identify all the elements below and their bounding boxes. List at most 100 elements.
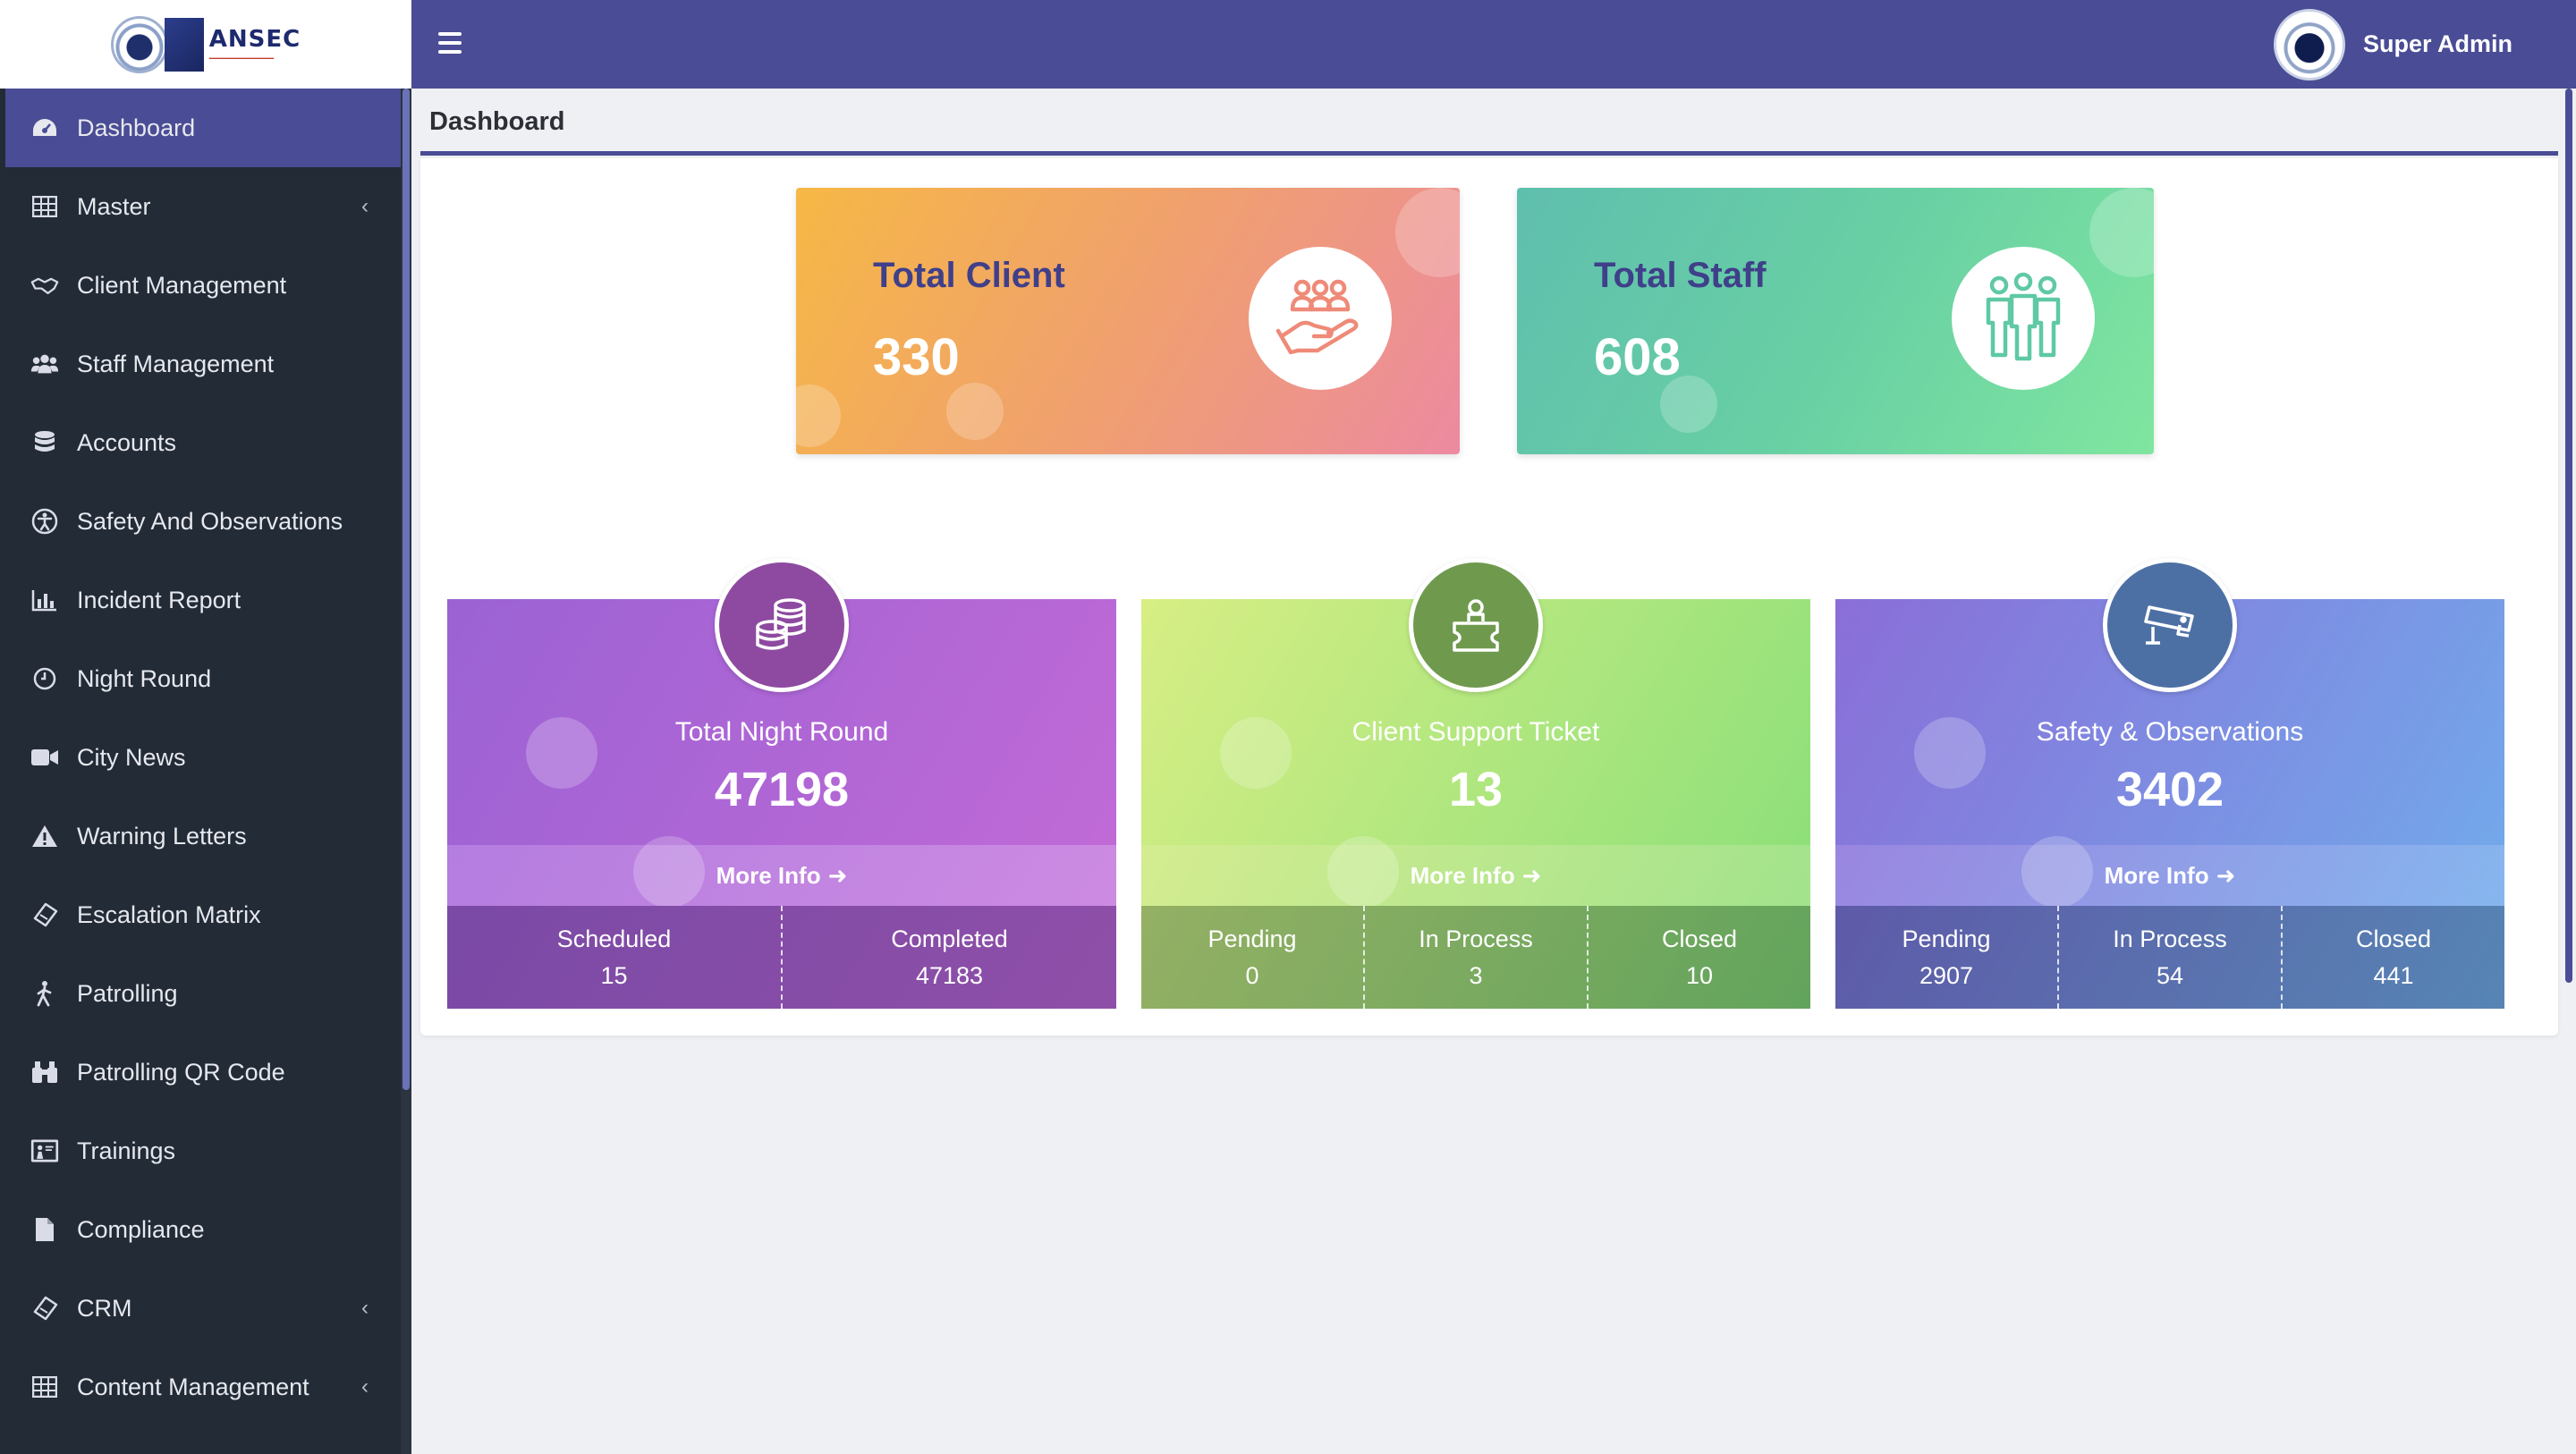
sidebar-item-dashboard[interactable]: Dashboard bbox=[5, 89, 411, 167]
sidebar-item-city-news[interactable]: City News bbox=[0, 718, 401, 797]
sidebar-item-client-management[interactable]: Client Management bbox=[0, 246, 401, 325]
card-value: 13 bbox=[1448, 763, 1504, 816]
stat-value: 608 bbox=[1594, 328, 1681, 386]
video-camera-icon bbox=[30, 743, 59, 772]
page-header: Dashboard bbox=[420, 100, 2558, 156]
sidebar-scroll-thumb[interactable] bbox=[402, 89, 410, 1090]
breakdown-completed: Completed 47183 bbox=[781, 906, 1116, 1009]
breakdown-value: 3 bbox=[1469, 961, 1483, 989]
decor-bubble bbox=[1220, 717, 1292, 789]
total-staff-card[interactable]: Total Staff 608 bbox=[1517, 188, 2154, 454]
sidebar-item-label: CRM bbox=[77, 1294, 132, 1322]
breakdown-value: 10 bbox=[1685, 961, 1714, 989]
coins-icon bbox=[715, 558, 849, 692]
walking-icon bbox=[30, 979, 59, 1008]
breakdown-label: Scheduled bbox=[556, 925, 672, 952]
sidebar-item-master[interactable]: Master ‹ bbox=[0, 167, 401, 246]
arrow-right-icon: ➜ bbox=[1521, 861, 1542, 889]
breakdown-label: Pending bbox=[1902, 925, 1991, 952]
decor-bubble bbox=[946, 383, 1004, 440]
more-info-link[interactable]: More Info ➜ bbox=[1141, 836, 1810, 908]
breakdown-scheduled: Scheduled 15 bbox=[447, 906, 781, 1009]
sidebar-nav: Dashboard Master ‹ Client Management Sta… bbox=[0, 89, 411, 1426]
card-body: Client Support Ticket 13 bbox=[1141, 599, 1810, 845]
avatar[interactable] bbox=[2274, 9, 2345, 80]
sidebar-item-incident-report[interactable]: Incident Report bbox=[0, 561, 401, 639]
decor-bubble bbox=[1327, 836, 1399, 908]
sidebar-scrollbar[interactable] bbox=[401, 89, 411, 1454]
arrow-right-icon: ➜ bbox=[2216, 861, 2236, 889]
breakdown-pending: Pending 2907 bbox=[1835, 906, 2057, 1009]
sidebar-item-label: Escalation Matrix bbox=[77, 900, 261, 928]
card-breakdown: Pending 0 In Process 3 Closed 10 bbox=[1141, 906, 1810, 1009]
more-info-link[interactable]: More Info ➜ bbox=[447, 836, 1116, 908]
sidebar-item-accounts[interactable]: Accounts bbox=[0, 403, 401, 482]
cctv-camera-icon bbox=[2103, 558, 2237, 692]
group-icon bbox=[1952, 247, 2095, 390]
sidebar-item-staff-management[interactable]: Staff Management bbox=[0, 325, 401, 403]
file-icon bbox=[30, 1215, 59, 1244]
client-support-ticket-card[interactable]: Client Support Ticket 13 More Info ➜ Pen… bbox=[1141, 558, 1810, 1009]
breakdown-value: 47183 bbox=[915, 961, 984, 989]
night-round-card[interactable]: Total Night Round 47198 More Info ➜ Sche… bbox=[447, 558, 1116, 1009]
sidebar-item-trainings[interactable]: Trainings bbox=[0, 1112, 401, 1190]
binoculars-icon bbox=[30, 1058, 59, 1086]
sidebar-item-label: Client Management bbox=[77, 271, 287, 299]
main-scroll-thumb[interactable] bbox=[2565, 89, 2572, 983]
breakdown-label: Pending bbox=[1208, 925, 1297, 952]
logo-block bbox=[164, 17, 204, 72]
sidebar-item-warning-letters[interactable]: Warning Letters bbox=[0, 797, 401, 875]
menu-toggle-icon[interactable] bbox=[438, 32, 462, 54]
decor-bubble bbox=[1395, 188, 1460, 277]
card-breakdown: Pending 2907 In Process 54 Closed 441 bbox=[1835, 906, 2504, 1009]
brand-logo[interactable]: ANSEC ━━━━━━━━━━━━━━━ bbox=[0, 0, 411, 89]
breakdown-value: 0 bbox=[1245, 961, 1259, 989]
card-body: Total Night Round 47198 bbox=[447, 599, 1116, 845]
breakdown-pending: Pending 0 bbox=[1141, 906, 1363, 1009]
sidebar-item-escalation-matrix[interactable]: Escalation Matrix bbox=[0, 875, 401, 954]
main-scrollbar[interactable] bbox=[2562, 89, 2576, 1454]
safety-observations-card[interactable]: Safety & Observations 3402 More Info ➜ P… bbox=[1835, 558, 2504, 1009]
topbar: Super Admin bbox=[411, 0, 2576, 89]
breakdown-in-process: In Process 3 bbox=[1363, 906, 1587, 1009]
table-icon bbox=[30, 1373, 59, 1401]
accessibility-icon bbox=[30, 507, 59, 536]
sidebar-item-patrolling-qr-code[interactable]: Patrolling QR Code bbox=[0, 1033, 401, 1112]
more-info-link[interactable]: More Info ➜ bbox=[1835, 836, 2504, 908]
more-info-label: More Info bbox=[2104, 861, 2209, 889]
sidebar-item-patrolling[interactable]: Patrolling bbox=[0, 954, 401, 1033]
logo-tagline-graphic: ━━━━━━━━━━━━━━━ bbox=[208, 55, 275, 63]
warning-icon bbox=[30, 822, 59, 850]
card-value: 3402 bbox=[2115, 763, 2224, 816]
sidebar-item-compliance[interactable]: Compliance bbox=[0, 1190, 401, 1269]
sidebar-item-night-round[interactable]: Night Round bbox=[0, 639, 401, 718]
sidebar-item-label: Staff Management bbox=[77, 350, 275, 377]
chevron-left-icon: ‹ bbox=[361, 1296, 369, 1320]
sidebar-item-safety-and-observations[interactable]: Safety And Observations bbox=[0, 482, 401, 561]
user-name[interactable]: Super Admin bbox=[2363, 30, 2513, 57]
card-breakdown: Scheduled 15 Completed 47183 bbox=[447, 906, 1116, 1009]
sidebar-item-label: Incident Report bbox=[77, 586, 242, 613]
clock-icon bbox=[30, 664, 59, 693]
total-client-card[interactable]: Total Client 330 bbox=[796, 188, 1460, 454]
sidebar-item-crm[interactable]: CRM ‹ bbox=[0, 1269, 401, 1348]
sidebar-item-content-management[interactable]: Content Management ‹ bbox=[0, 1348, 401, 1426]
handshake-icon bbox=[30, 271, 59, 300]
breakdown-value: 441 bbox=[2373, 961, 2414, 989]
card-label: Safety & Observations bbox=[2036, 717, 2304, 747]
ticket-icon bbox=[30, 900, 59, 929]
chevron-left-icon: ‹ bbox=[361, 1374, 369, 1399]
more-info-label: More Info bbox=[1410, 861, 1515, 889]
breakdown-label: In Process bbox=[1419, 925, 1533, 952]
sidebar-item-label: Compliance bbox=[77, 1215, 205, 1243]
decor-bubble bbox=[1914, 717, 1986, 789]
database-icon bbox=[30, 428, 59, 457]
dashboard-icon bbox=[30, 114, 59, 142]
bar-chart-icon bbox=[30, 586, 59, 614]
breakdown-label: Closed bbox=[2355, 925, 2432, 952]
breakdown-label: Completed bbox=[891, 925, 1008, 952]
support-person-icon bbox=[1409, 558, 1543, 692]
page-title: Dashboard bbox=[429, 107, 565, 136]
stat-value: 330 bbox=[873, 328, 960, 386]
arrow-right-icon: ➜ bbox=[827, 861, 848, 889]
